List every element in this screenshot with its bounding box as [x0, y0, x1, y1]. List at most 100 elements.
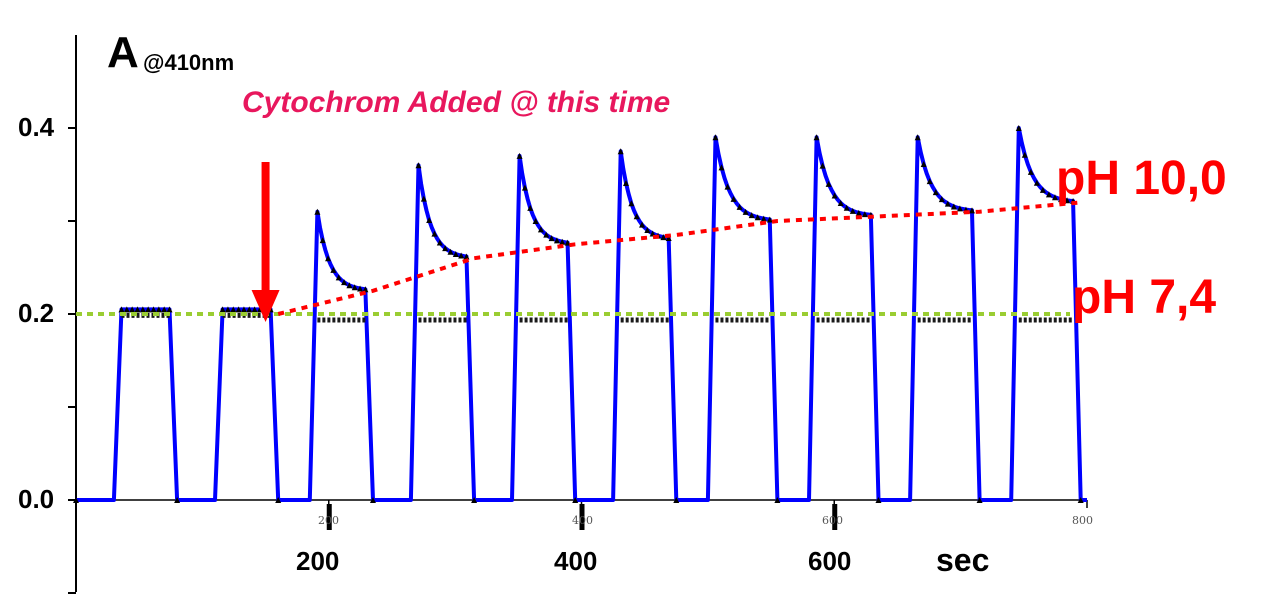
x-bold-tick: [579, 504, 585, 530]
x-tick-label: 400: [554, 546, 598, 576]
data-point-marker: [875, 497, 882, 503]
data-point-marker: [736, 203, 743, 210]
x-tick-label-small: 400: [572, 514, 593, 527]
data-point-marker: [1045, 191, 1052, 198]
data-point-marker: [527, 204, 534, 211]
data-point-marker: [246, 306, 253, 313]
data-point-marker: [825, 180, 832, 187]
data-point-marker: [357, 285, 364, 292]
data-point-marker: [831, 192, 838, 199]
y-tick-label: 0.4: [18, 112, 55, 142]
data-point-marker: [1015, 125, 1022, 131]
data-point-marker: [458, 252, 465, 259]
data-point-marker: [1077, 497, 1084, 503]
data-point-marker: [665, 234, 672, 241]
ph-7-label: pH 7,4: [1072, 271, 1217, 324]
data-point-marker: [73, 497, 79, 503]
data-point-marker: [436, 239, 443, 246]
data-point-marker: [174, 497, 181, 503]
data-point-marker: [240, 306, 247, 313]
data-point-marker: [660, 234, 667, 241]
data-point-marker: [559, 238, 566, 245]
data-point-marker: [938, 196, 945, 203]
data-point-marker: [920, 160, 927, 167]
data-point-marker: [1039, 186, 1046, 193]
data-point-marker: [649, 230, 656, 237]
data-point-marker: [553, 237, 560, 244]
data-point-marker: [521, 184, 528, 191]
y-tick-label: 0.2: [18, 298, 55, 328]
y-axis-label: A: [107, 28, 139, 77]
y-axis-label-subscript: @410nm: [143, 50, 235, 75]
data-point-marker: [335, 274, 342, 281]
data-point-marker: [742, 208, 749, 215]
data-point-marker: [155, 306, 162, 313]
data-point-marker: [420, 195, 427, 202]
data-point-marker: [230, 306, 237, 313]
data-point-marker: [452, 251, 459, 258]
overlay: [76, 162, 1081, 322]
data-point-marker: [628, 200, 635, 207]
data-point-marker: [673, 497, 680, 503]
data-point-marker: [224, 306, 231, 313]
x-tick-label-small: 600: [822, 514, 843, 527]
x-tick-label-small: 200: [318, 514, 339, 527]
data-point-marker: [447, 248, 454, 255]
data-point-marker: [639, 221, 646, 228]
data-point-marker: [415, 162, 422, 169]
data-point-marker: [330, 266, 337, 273]
data-point-marker: [855, 209, 862, 216]
data-point-marker: [134, 306, 141, 313]
data-point-marker: [766, 216, 773, 223]
annotation-cytochrom-added: Cytochrom Added @ this time: [242, 86, 671, 119]
data-point-marker: [849, 207, 856, 214]
data-point-marker: [843, 204, 850, 211]
data-point-marker: [145, 306, 152, 313]
data-point-marker: [325, 255, 332, 262]
data-point-marker: [219, 306, 226, 313]
data-point-marker: [956, 205, 963, 212]
data-point-marker: [572, 497, 579, 503]
x-tick-label-small: 800: [1072, 514, 1093, 527]
data-point-marker: [712, 134, 719, 141]
x-bold-tick: [832, 504, 838, 530]
data-point-marker: [724, 183, 731, 190]
data-point-marker: [118, 306, 125, 313]
data-point-marker: [813, 134, 820, 141]
data-point-marker: [251, 306, 258, 313]
data-point-marker: [150, 306, 157, 313]
data-point-marker: [914, 134, 921, 141]
x-bold-tick: [326, 504, 332, 530]
data-point-marker: [369, 497, 376, 503]
signal-series: [73, 125, 1087, 503]
data-point-marker: [754, 214, 761, 221]
cytochrom-arrow-head: [251, 290, 280, 322]
data-point-marker: [623, 179, 630, 186]
data-point-marker: [351, 284, 358, 291]
data-point-marker: [1021, 151, 1028, 158]
data-point-marker: [319, 237, 326, 244]
data-point-marker: [537, 226, 544, 233]
data-point-marker: [431, 230, 438, 237]
data-point-marker: [730, 195, 737, 202]
data-point-marker: [976, 497, 983, 503]
data-point-marker: [548, 235, 555, 242]
data-point-marker: [1064, 197, 1071, 204]
data-point-marker: [718, 164, 725, 171]
data-point-marker: [760, 215, 767, 222]
data-point-marker: [1027, 168, 1034, 175]
data-point-marker: [161, 306, 168, 313]
data-point-marker: [314, 208, 321, 215]
data-point-marker: [471, 497, 478, 503]
data-point-marker: [861, 211, 868, 218]
data-point-marker: [139, 306, 146, 313]
data-point-marker: [837, 199, 844, 206]
data-point-marker: [774, 497, 781, 503]
data-point-marker: [644, 227, 651, 234]
data-point-marker: [1033, 179, 1040, 186]
data-point-marker: [543, 231, 550, 238]
data-point-marker: [516, 152, 523, 159]
data-point-marker: [341, 279, 348, 286]
data-point-marker: [968, 207, 975, 214]
